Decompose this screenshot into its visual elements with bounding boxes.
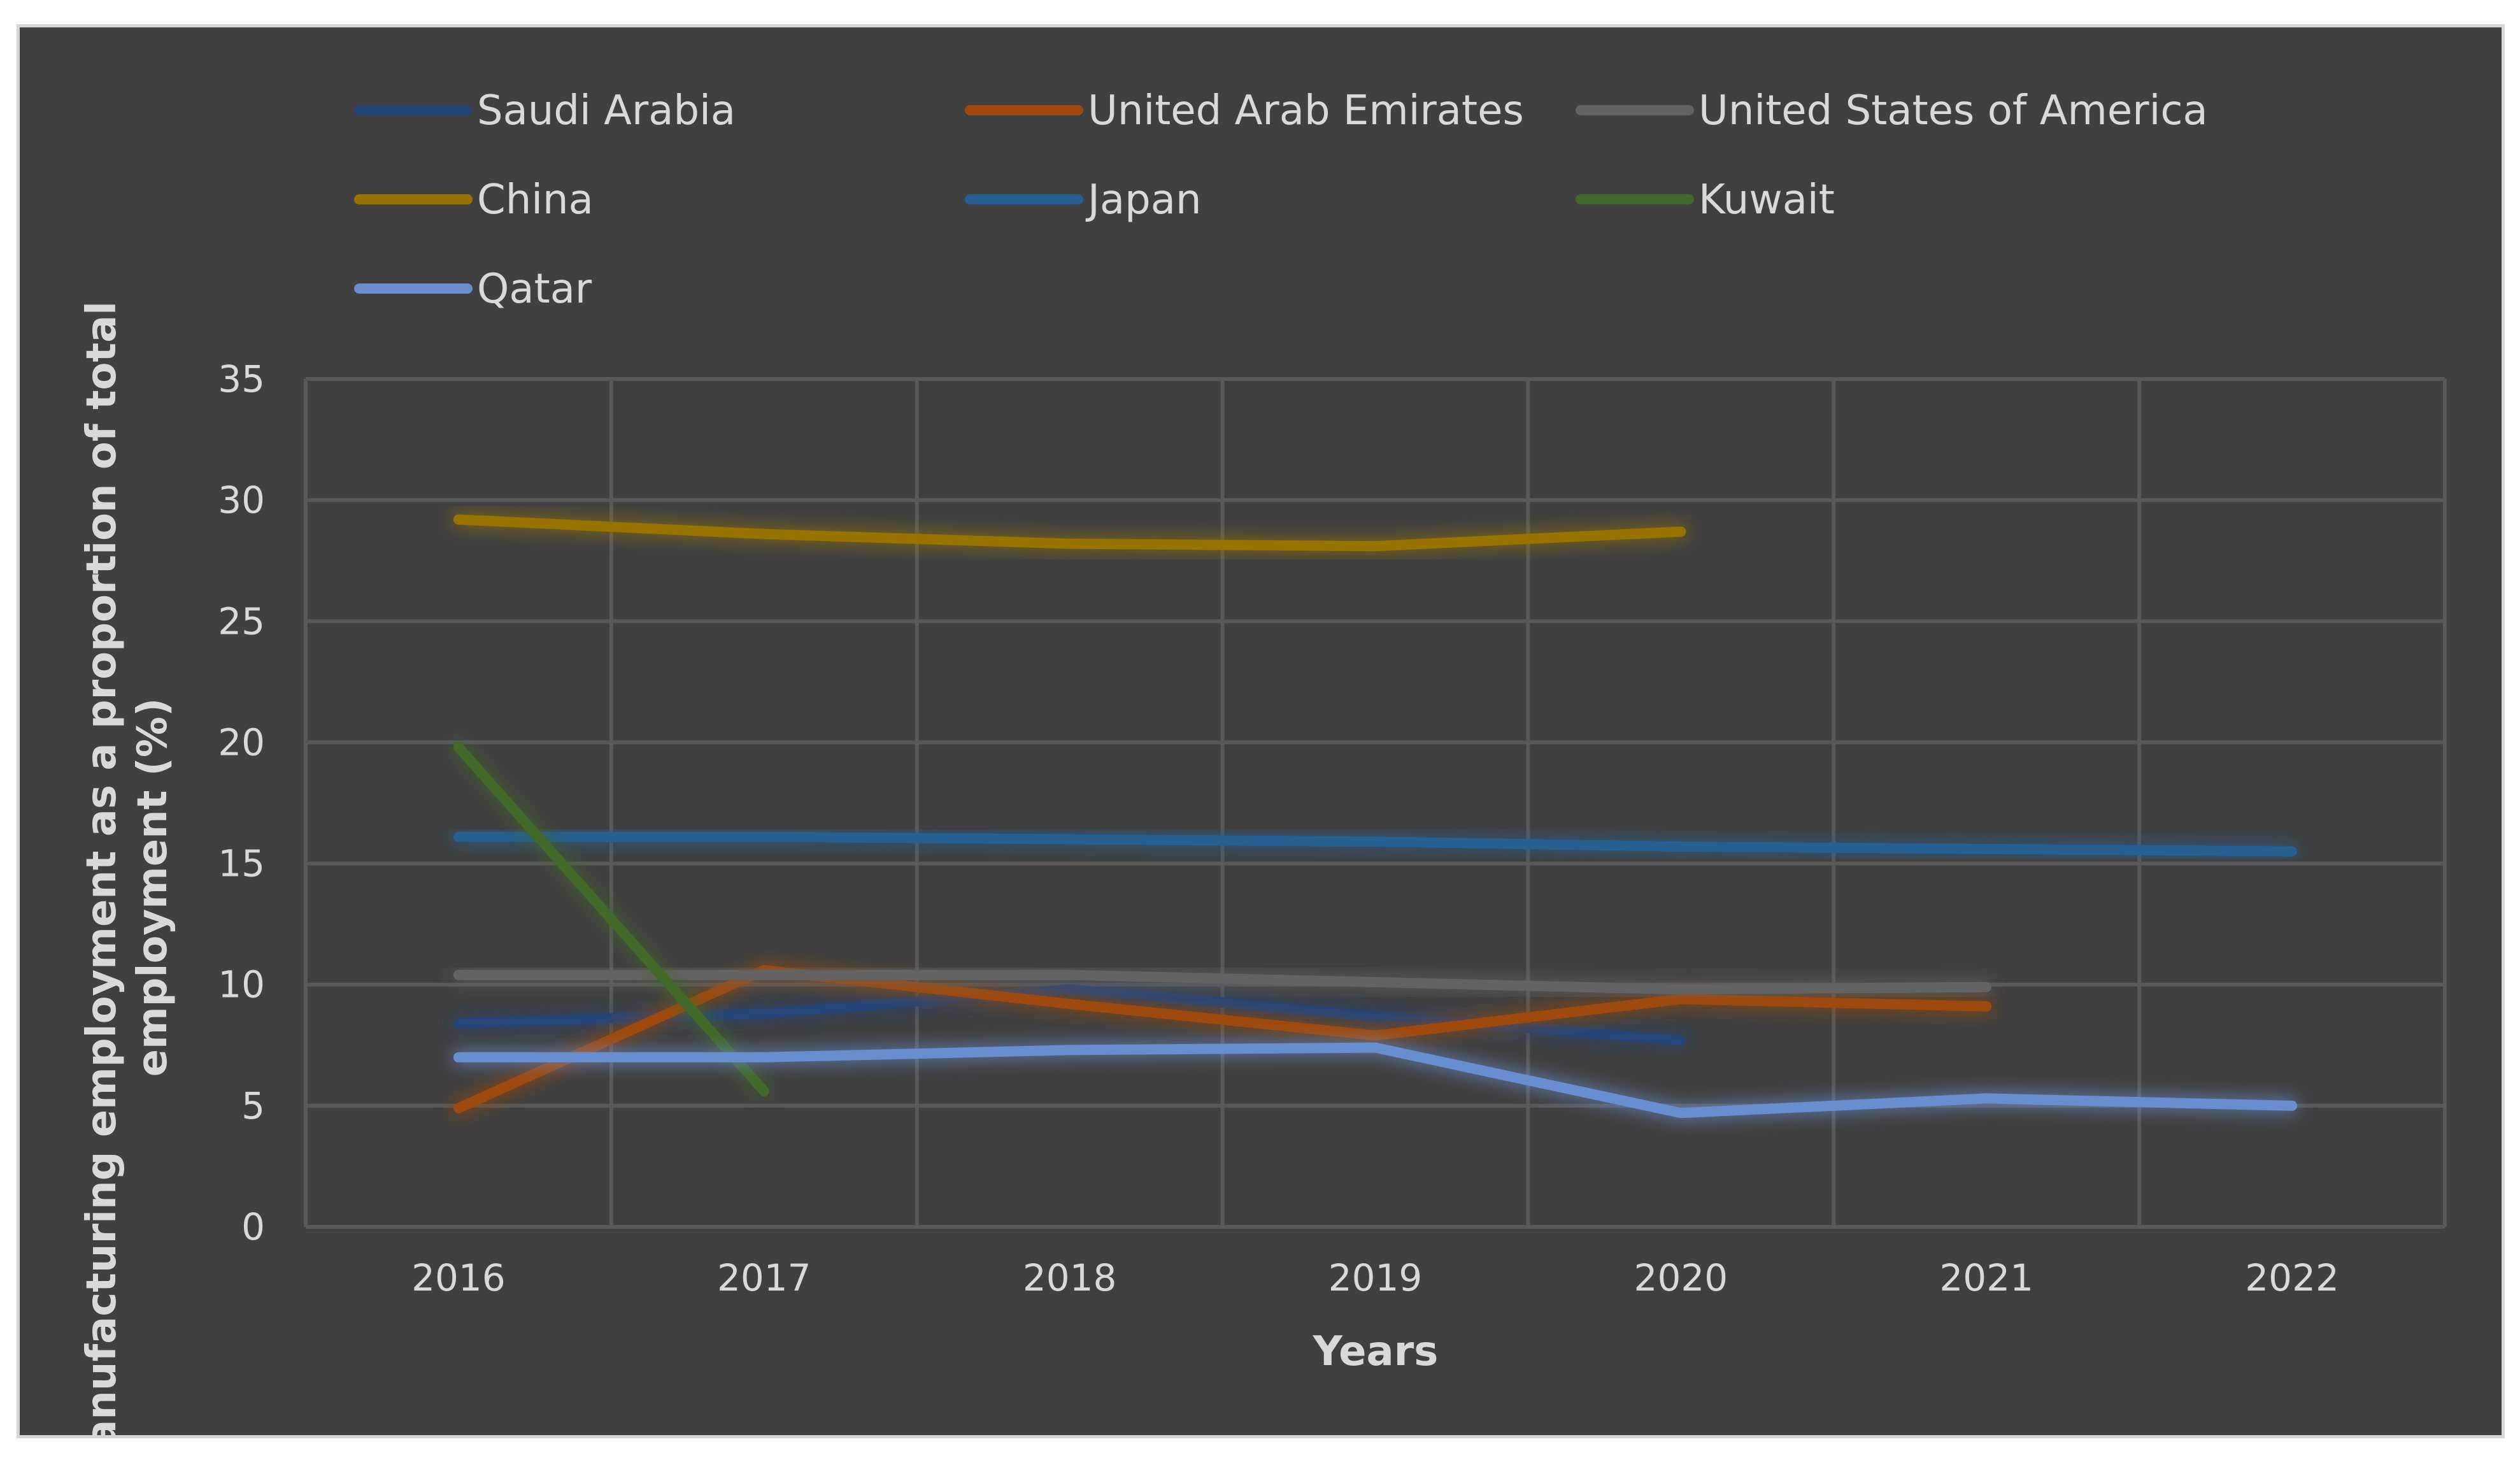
data-point <box>453 1052 464 1063</box>
data-point <box>759 529 769 539</box>
data-point <box>1370 1011 1381 1021</box>
data-point <box>2287 847 2297 857</box>
data-point <box>1065 1045 1075 1055</box>
data-point <box>1676 1108 1686 1118</box>
y-tick-label: 30 <box>218 478 265 522</box>
data-point <box>2287 1101 2297 1111</box>
y-tick-label: 25 <box>218 599 265 643</box>
series-line <box>453 514 1686 552</box>
data-point <box>1981 1001 1991 1012</box>
data-point <box>453 832 464 842</box>
data-point <box>1370 1031 1381 1041</box>
data-point <box>1065 984 1075 994</box>
y-tick-label: 35 <box>218 357 265 401</box>
y-tick-label: 10 <box>218 963 265 1006</box>
legend-label: Japan <box>1085 176 1202 224</box>
data-point <box>759 1086 769 1096</box>
x-tick-label: 2018 <box>1023 1256 1117 1299</box>
y-tick-label: 15 <box>218 842 265 885</box>
x-tick-label: 2019 <box>1328 1256 1423 1299</box>
legend-label: Kuwait <box>1698 176 1835 224</box>
legend-label: Saudi Arabia <box>477 87 736 134</box>
data-point <box>759 832 769 842</box>
data-point <box>1981 844 1991 854</box>
legend-item: United Arab Emirates <box>965 87 1524 134</box>
legend-item: Kuwait <box>1576 176 1835 224</box>
series-line <box>453 831 2298 857</box>
legend-label: Qatar <box>477 266 592 313</box>
x-axis-title: Years <box>1313 1328 1439 1375</box>
series-line <box>453 970 1992 995</box>
data-point <box>453 742 464 752</box>
series-united-arab-emirates <box>453 964 1992 1113</box>
y-tick-label: 5 <box>241 1084 265 1127</box>
data-point <box>1676 1035 1686 1045</box>
data-point <box>453 1103 464 1113</box>
legend-item: United States of America <box>1576 87 2208 134</box>
series-qatar <box>453 1042 2298 1119</box>
series-line <box>453 964 1992 1113</box>
legend: Saudi Arabia United Arab Emirates United S… <box>354 87 2208 313</box>
data-point <box>759 1008 769 1019</box>
data-point <box>453 970 464 980</box>
plot-area: 0 5 10 15 20 25 30 35 2016 2017 2018 2019 2020 2021 20… <box>218 357 2447 1299</box>
legend-label: China <box>477 176 594 224</box>
series-saudi-arabia <box>453 984 1686 1046</box>
series-line <box>453 742 769 1096</box>
y-axis-title-line-2: employment (%) <box>129 698 176 1077</box>
data-point <box>453 515 464 525</box>
data-point <box>759 1052 769 1063</box>
y-tick-label: 0 <box>241 1205 265 1249</box>
data-point <box>1370 977 1381 987</box>
legend-item: Saudi Arabia <box>354 87 736 134</box>
y-tick-label: 20 <box>218 720 265 764</box>
data-point <box>1065 539 1075 549</box>
series-line <box>453 984 1686 1046</box>
data-point <box>1065 999 1075 1009</box>
x-tick-label: 2016 <box>411 1256 506 1299</box>
data-point <box>1370 1043 1381 1053</box>
series-united-states-of-america <box>453 970 1992 995</box>
x-tick-label: 2022 <box>2245 1256 2339 1299</box>
x-tick-label: 2017 <box>717 1256 811 1299</box>
data-point <box>759 970 769 980</box>
legend-item: Qatar <box>354 266 592 313</box>
data-point <box>1065 970 1075 980</box>
chart-area: Saudi Arabia United Arab Emirates United S… <box>17 24 2505 1438</box>
data-point <box>1981 1093 1991 1103</box>
x-tick-label: 2020 <box>1634 1256 1728 1299</box>
data-point <box>1676 527 1686 537</box>
data-point <box>1065 834 1075 845</box>
series-line <box>453 1042 2298 1119</box>
legend-label: United Arab Emirates <box>1088 87 1524 134</box>
data-point <box>1981 982 1991 992</box>
series-japan <box>453 831 2298 857</box>
line-chart: Saudi Arabia United Arab Emirates United S… <box>78 87 2447 1435</box>
y-axis-title: Manufacturing employment as a proportion… <box>78 287 176 1435</box>
y-axis-title-line-1: Manufacturing employment as a proportion… <box>78 301 125 1435</box>
x-tick-label: 2021 <box>1939 1256 2033 1299</box>
data-point <box>453 1019 464 1029</box>
series-kuwait <box>453 742 769 1096</box>
legend-item: China <box>354 176 594 224</box>
series-china <box>453 514 1686 552</box>
data-point <box>1676 994 1686 1005</box>
legend-item: Japan <box>965 176 1202 224</box>
legend-label: United States of America <box>1698 87 2208 134</box>
data-point <box>1370 541 1381 551</box>
data-point <box>1370 836 1381 847</box>
data-point <box>1676 841 1686 852</box>
data-point <box>1676 984 1686 994</box>
